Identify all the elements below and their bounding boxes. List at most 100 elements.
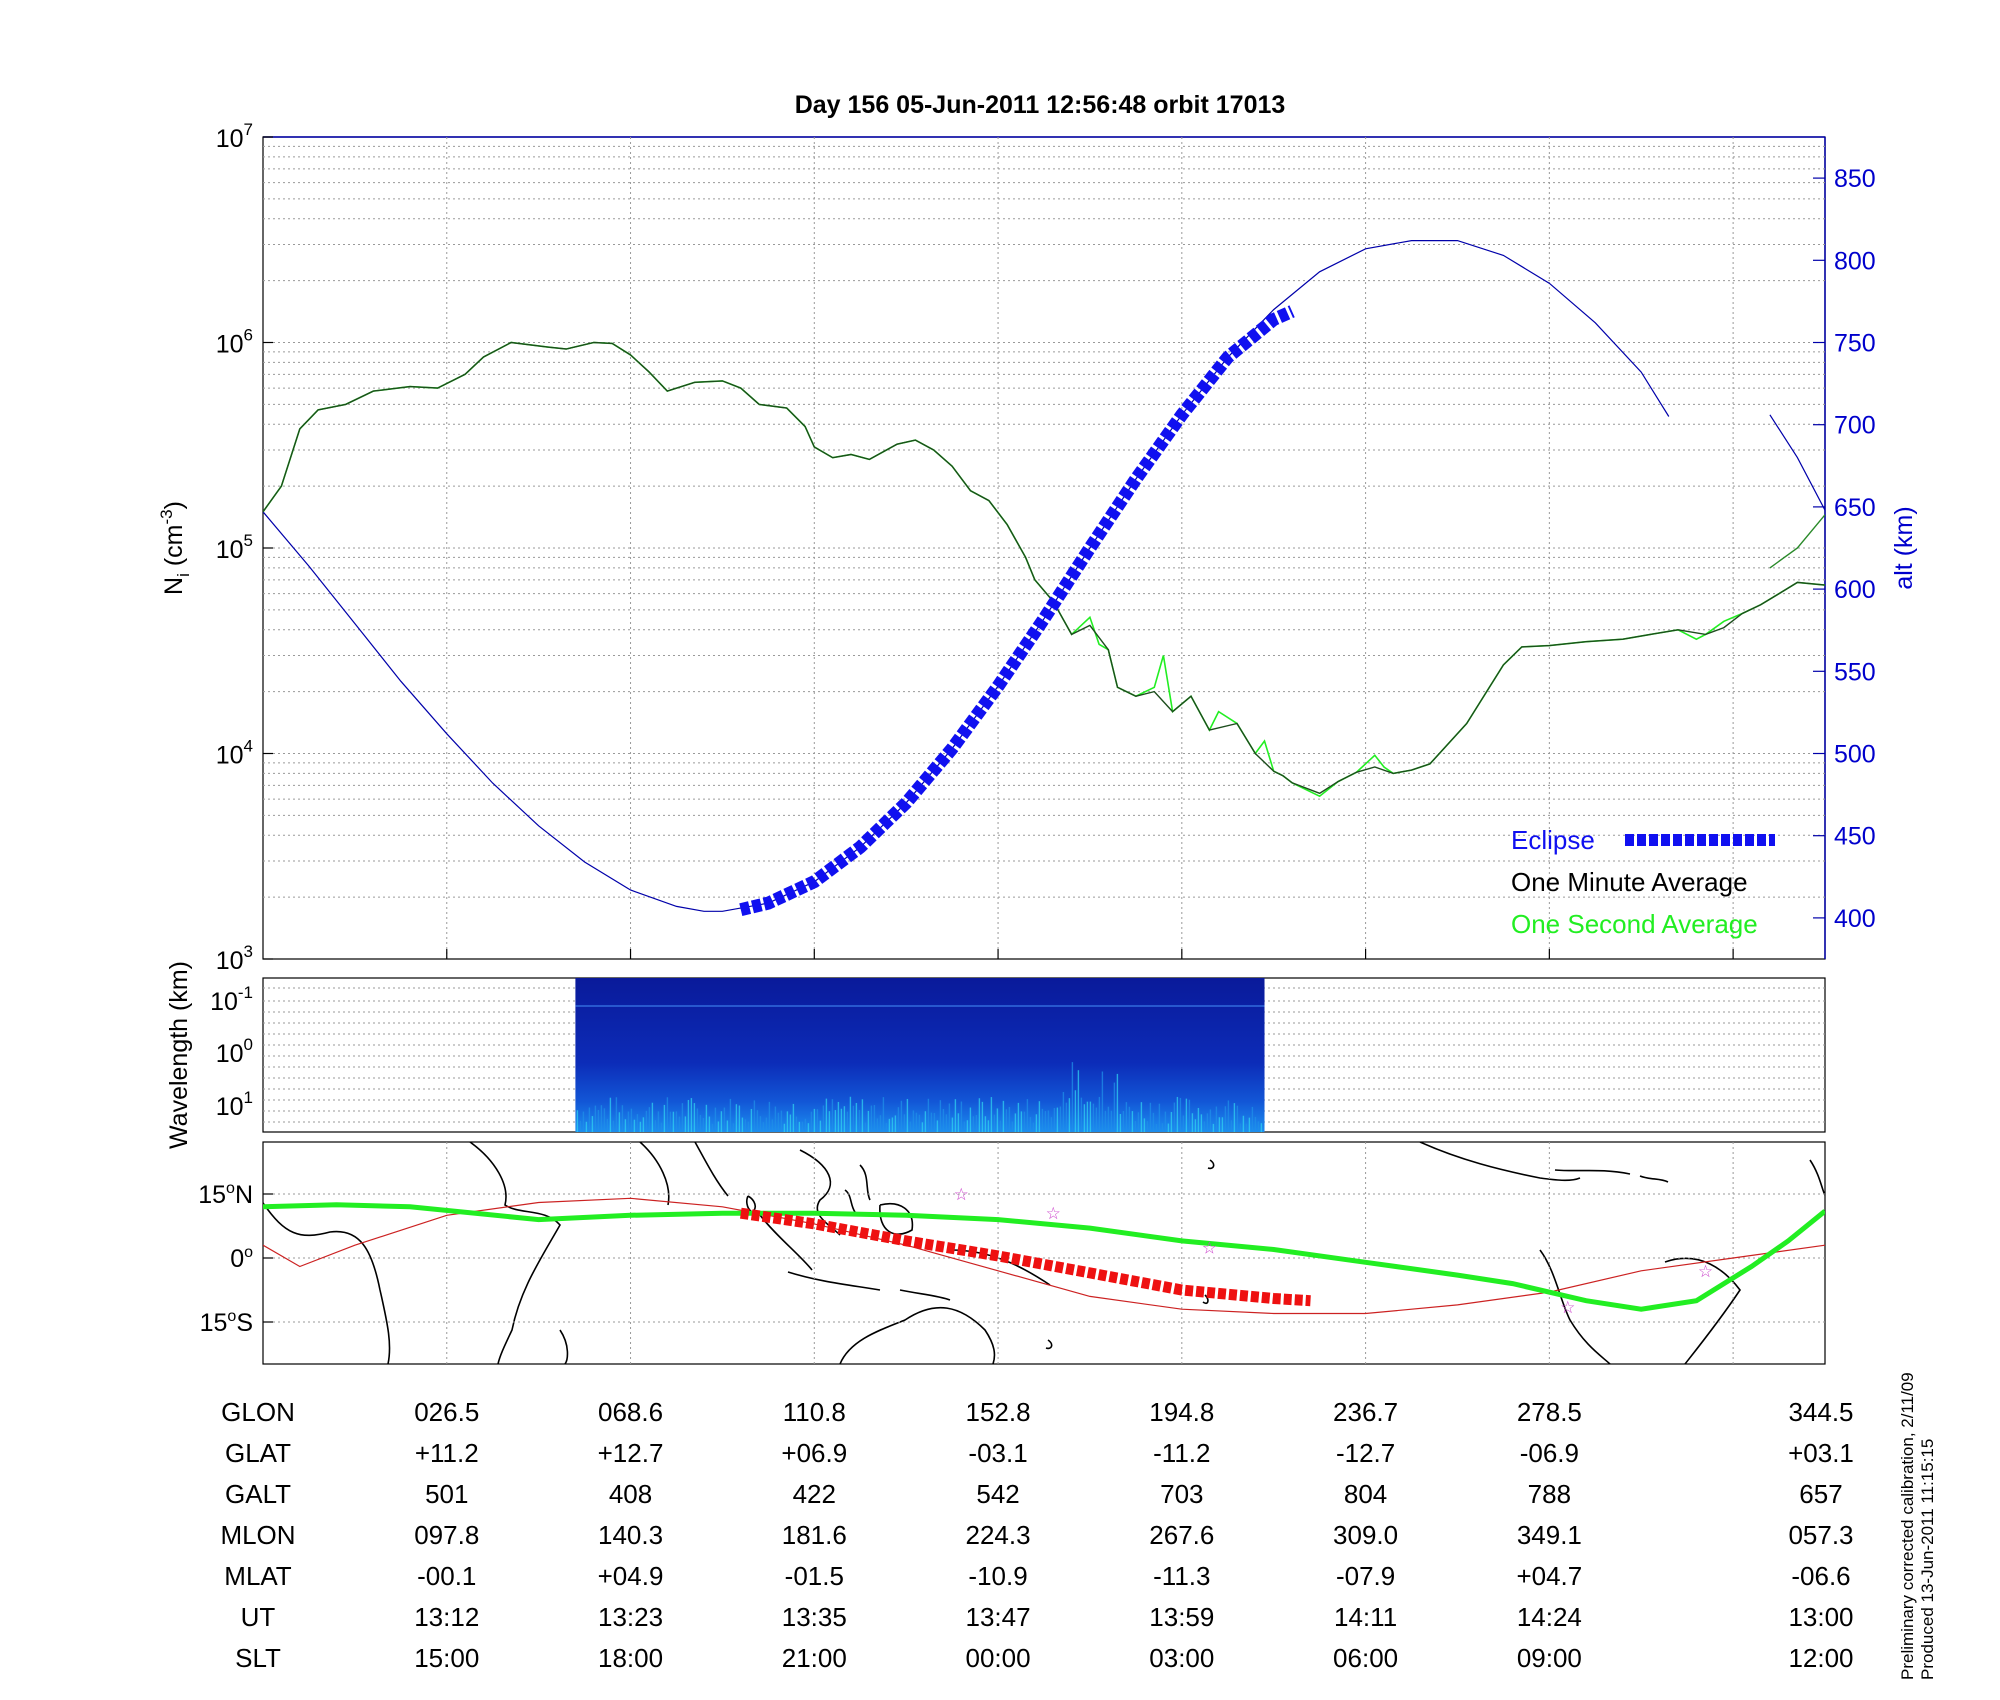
altitude-y-tick-label: 800 bbox=[1834, 247, 1876, 275]
table-cell: 14:11 bbox=[1334, 1602, 1397, 1632]
table-cell: 236.7 bbox=[1333, 1397, 1398, 1427]
table-cell: 21:00 bbox=[782, 1643, 847, 1673]
table-cell: 13:12 bbox=[414, 1602, 479, 1632]
map-coastlines bbox=[263, 1142, 1825, 1364]
coast-india bbox=[694, 1142, 729, 1197]
table-cell: 408 bbox=[609, 1479, 652, 1509]
table-row-label: MLAT bbox=[224, 1561, 292, 1591]
altitude-y-tick-label: 600 bbox=[1834, 576, 1876, 604]
table-cell: 026.5 bbox=[414, 1397, 479, 1427]
table-cell: 068.6 bbox=[598, 1397, 663, 1427]
altitude-y-tick-label: 750 bbox=[1834, 330, 1876, 358]
table-cell: 09:00 bbox=[1517, 1643, 1582, 1673]
map-y-tick-label: 0o bbox=[230, 1244, 253, 1273]
eclipse-ground-track bbox=[740, 1207, 1311, 1307]
table-cell: 501 bbox=[425, 1479, 468, 1509]
table-cell: +11.2 bbox=[415, 1438, 479, 1468]
table-cell: -06.6 bbox=[1791, 1561, 1850, 1591]
star-marker-icon: ☆ bbox=[954, 1185, 969, 1205]
table-row-label: GLON bbox=[221, 1397, 295, 1427]
series-line-density-right-segment bbox=[1769, 514, 1825, 569]
table-cell: -12.7 bbox=[1336, 1438, 1395, 1468]
coast-south-america bbox=[1539, 1249, 1741, 1364]
altitude-y-tick-label: 500 bbox=[1834, 741, 1876, 769]
table-row-label: UT bbox=[241, 1602, 276, 1632]
table-cell: 00:00 bbox=[966, 1643, 1031, 1673]
table-cell: 13:59 bbox=[1149, 1602, 1214, 1632]
table-cell: +06.9 bbox=[781, 1438, 847, 1468]
coast-pacific-islands bbox=[1045, 1159, 1215, 1350]
altitude-y-tick-label: 400 bbox=[1834, 905, 1876, 933]
map-y-tick-label: 15oN bbox=[198, 1180, 253, 1209]
chart-legend: Eclipse One Minute Average One Second Av… bbox=[1511, 825, 1775, 939]
coast-caribbean bbox=[1554, 1169, 1669, 1183]
star-marker-icon: ☆ bbox=[1560, 1298, 1575, 1318]
density-axes: 103 104 105 106 107 400 450 500 550 600 650 700 750 8… bbox=[216, 120, 1876, 975]
table-cell: 267.6 bbox=[1149, 1520, 1214, 1550]
density-y-tick-label: 105 bbox=[216, 531, 253, 564]
table-cell: 344.5 bbox=[1788, 1397, 1853, 1427]
table-cell: 03:00 bbox=[1149, 1643, 1214, 1673]
table-cell: 703 bbox=[1160, 1479, 1203, 1509]
table-cell: -01.5 bbox=[785, 1561, 844, 1591]
table-cell: 13:47 bbox=[966, 1602, 1031, 1632]
table-cell: 657 bbox=[1799, 1479, 1842, 1509]
table-cell: 349.1 bbox=[1517, 1520, 1582, 1550]
coast-africa-west bbox=[263, 1202, 391, 1364]
coast-borneo bbox=[879, 1203, 914, 1235]
orbit-parameter-table: GLON GLAT GALT MLON MLAT UT SLT 026.5 +11.2 501 09… bbox=[220, 1397, 1853, 1673]
table-cell: -00.1 bbox=[417, 1561, 476, 1591]
map-panel-frame bbox=[262, 1141, 1826, 1365]
coast-africa-west-edge bbox=[1809, 1159, 1825, 1196]
spectrogram-y-axis-label: Wavelength (km) bbox=[165, 961, 193, 1149]
density-y-tick-label: 104 bbox=[216, 737, 253, 770]
table-cell: 788 bbox=[1528, 1479, 1571, 1509]
spectrogram-y-tick-label: 101 bbox=[216, 1088, 253, 1121]
coast-australia bbox=[839, 1306, 996, 1364]
map-grid bbox=[263, 1142, 1825, 1364]
table-row-label: GALT bbox=[225, 1479, 291, 1509]
table-cell: 422 bbox=[793, 1479, 836, 1509]
density-y-axis-label: Ni (cm-3) bbox=[157, 501, 193, 595]
altitude-y-tick-label: 450 bbox=[1834, 823, 1876, 851]
density-y-tick-label: 107 bbox=[216, 120, 253, 153]
altitude-y-tick-label: 700 bbox=[1834, 412, 1876, 440]
table-cell: +04.7 bbox=[1516, 1561, 1582, 1591]
table-row-label: SLT bbox=[235, 1643, 281, 1673]
table-cell: -10.9 bbox=[968, 1561, 1027, 1591]
coast-north-america bbox=[1419, 1142, 1581, 1182]
series-line-eclipse bbox=[739, 305, 1295, 917]
table-cell: 804 bbox=[1344, 1479, 1387, 1509]
table-cell: 194.8 bbox=[1149, 1397, 1214, 1427]
table-cell: 13:35 bbox=[782, 1602, 847, 1632]
coast-africa-east bbox=[469, 1142, 561, 1364]
coast-philippines bbox=[844, 1164, 871, 1213]
series-line-one-second-average bbox=[263, 341, 1825, 798]
table-cell: 13:00 bbox=[1788, 1602, 1853, 1632]
table-cell: -11.3 bbox=[1153, 1561, 1210, 1591]
table-cell: 140.3 bbox=[598, 1520, 663, 1550]
series-line-one-minute-average bbox=[263, 341, 1825, 795]
table-cell: -11.2 bbox=[1153, 1438, 1210, 1468]
altitude-y-tick-label: 550 bbox=[1834, 658, 1876, 686]
chart-title: Day 156 05-Jun-2011 12:56:48 orbit 17013 bbox=[795, 91, 1286, 119]
table-cell: 542 bbox=[976, 1479, 1019, 1509]
orbit-ground-track bbox=[263, 1202, 1825, 1312]
table-cell: +04.9 bbox=[598, 1561, 664, 1591]
density-y-tick-label: 106 bbox=[216, 326, 253, 359]
table-cell: 152.8 bbox=[966, 1397, 1031, 1427]
table-cell: 06:00 bbox=[1333, 1643, 1398, 1673]
altitude-y-axis-label: alt (km) bbox=[1890, 506, 1918, 589]
spectrogram-block bbox=[575, 978, 1265, 1132]
table-cell: 15:00 bbox=[414, 1643, 479, 1673]
table-row-label: MLON bbox=[220, 1520, 295, 1550]
star-marker-icon: ☆ bbox=[1202, 1238, 1217, 1258]
table-cell: +12.7 bbox=[598, 1438, 664, 1468]
spectrogram-axes: 10-1 100 101 bbox=[210, 983, 253, 1121]
table-cell: 097.8 bbox=[414, 1520, 479, 1550]
spectrogram-data bbox=[575, 978, 1265, 1132]
legend-one-second-label: One Second Average bbox=[1511, 909, 1758, 939]
legend-eclipse-label: Eclipse bbox=[1511, 825, 1595, 855]
spectrogram-y-tick-label: 100 bbox=[216, 1035, 253, 1068]
